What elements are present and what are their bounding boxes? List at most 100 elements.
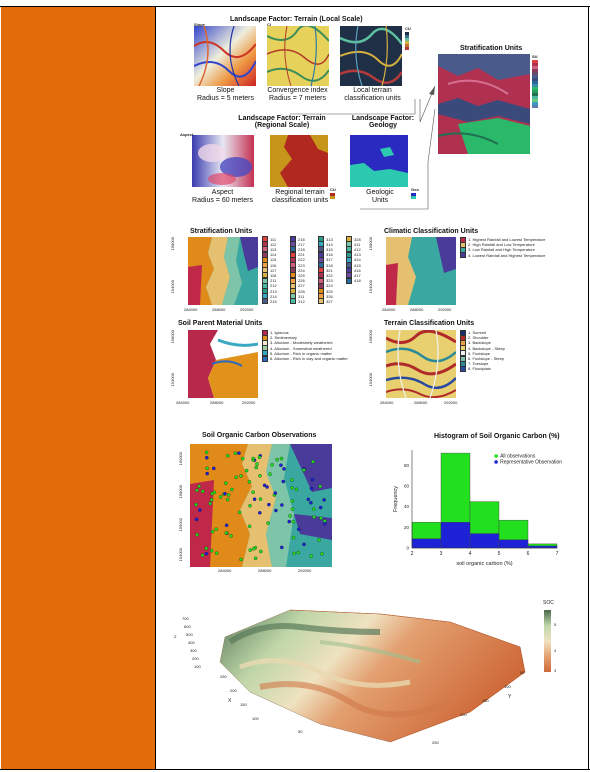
observation-point [209, 548, 214, 553]
y-tick-100: 100 [194, 664, 201, 669]
representative-observation-point [198, 508, 202, 512]
soc-x-tick-1: 284000 [218, 568, 232, 573]
representative-observation-point [309, 500, 313, 505]
observation-point [268, 472, 272, 476]
aspect-caption: Aspect Radius = 60 meters [192, 189, 253, 204]
observation-point [294, 487, 299, 492]
observation-point [312, 515, 316, 519]
title-stratification-units-1: Stratification Units [460, 45, 523, 52]
observation-point [317, 538, 321, 542]
soc-colorbar [544, 610, 551, 672]
cu-colorbar [405, 32, 409, 50]
strat-legend-item: 312 [290, 298, 305, 305]
observation-point [200, 489, 205, 494]
observation-point [248, 548, 252, 552]
histogram-bar-representative [440, 522, 471, 549]
left-color-bar [1, 7, 156, 769]
representative-observation-point [212, 466, 216, 471]
observation-point [302, 468, 306, 472]
representative-observation-point [279, 463, 283, 467]
title-stratification-units-2: Stratification Units [190, 228, 253, 235]
observation-point [291, 535, 296, 540]
soc-3d-surface [219, 609, 526, 743]
geology-caption: Geologic Units [366, 189, 394, 204]
representative-observation-point [280, 545, 284, 550]
soc-tick-5: 5 [554, 622, 557, 627]
parent-material-map [188, 330, 258, 398]
representative-observation-point [302, 542, 306, 547]
soc-tick-4: 4 [554, 648, 557, 653]
su-key-label: SU [532, 54, 538, 59]
observation-point [240, 456, 245, 461]
observation-point [247, 524, 252, 529]
observation-point [275, 457, 279, 462]
representative-observation-point [224, 523, 229, 528]
observation-point [248, 503, 252, 508]
representative-observation-point [281, 479, 286, 484]
histogram-y-tick: 40 [404, 504, 410, 509]
y-tick-400: 400 [188, 640, 195, 645]
histogram-bar-representative [469, 533, 500, 549]
representative-observation-point [237, 451, 241, 455]
figure-soc-observations: Soil Organic Carbon Observations 160000 … [170, 430, 585, 580]
histogram-y-tick: 20 [404, 525, 410, 530]
legend-label-all: All observations [500, 454, 536, 460]
observation-point [239, 557, 243, 562]
representative-observation-point [280, 503, 284, 507]
histogram-x-tick: 3 [440, 551, 443, 557]
y-tick-700: 700 [182, 616, 189, 621]
representative-observation-point [287, 519, 291, 524]
observation-point [218, 495, 223, 499]
observation-point [258, 497, 263, 501]
x-tick-50: 50 [298, 729, 303, 734]
z-tick-150: 150 [482, 698, 489, 703]
histogram-bar-representative [498, 539, 529, 549]
observation-point [195, 532, 199, 537]
observation-point [237, 510, 242, 515]
regional-terrain-caption: Regional terrain classification units [271, 189, 329, 204]
observation-point [212, 490, 217, 495]
histogram-x-tick: 5 [498, 551, 501, 557]
x-tick-250: 250 [220, 674, 227, 679]
figure-classification-units: Stratification Units 158000 154000 28400… [170, 225, 585, 420]
observation-point [257, 455, 262, 459]
x-tick-100: 100 [252, 716, 259, 721]
y-tick-500: 500 [186, 632, 193, 637]
terrain-legend: 1. Summit 2. Shoulder 3. Backslope 4. Ba… [460, 329, 505, 372]
z-tick-100: 100 [504, 684, 511, 689]
observation-point [259, 549, 263, 554]
su-colorbar [532, 60, 538, 108]
observation-point [234, 475, 238, 479]
strat-legend-item: 327 [318, 298, 333, 305]
z-tick-250: 250 [432, 740, 439, 745]
representative-observation-point [258, 511, 262, 515]
climate-x-tick-3: 292000 [438, 307, 452, 312]
convergence-map [267, 26, 329, 86]
observation-point [197, 484, 201, 488]
representative-observation-point [204, 551, 209, 556]
climatic-legend: 1. Highest Rainfall and Lowest Temperatu… [460, 236, 546, 259]
observation-point [230, 487, 234, 492]
page-top-border [0, 0, 590, 7]
parent-y-tick-1: 154000 [170, 373, 175, 387]
representative-observation-point [223, 491, 227, 496]
observation-point [210, 529, 215, 534]
legend-marker-representative [494, 460, 498, 464]
regional-terrain-units-map [270, 135, 328, 187]
observation-point [226, 493, 231, 497]
title-local-terrain: Landscape Factor: Terrain (Local Scale) [230, 16, 363, 23]
strat-y-tick-1: 154000 [170, 280, 175, 294]
title-geology: Landscape Factor: Geology [351, 115, 415, 129]
observation-point [244, 468, 249, 473]
histogram-x-tick: 4 [469, 551, 472, 557]
title-climatic-units: Climatic Classification Units [384, 228, 479, 235]
x-axis-label: X [228, 698, 232, 704]
observation-point [292, 551, 296, 556]
z-tick-200: 200 [460, 712, 467, 717]
title-parent-material-units: Soil Parent Material Units [178, 320, 263, 327]
strat-legend-item: 215 [262, 298, 277, 305]
observation-point [253, 556, 258, 561]
observation-point [296, 550, 301, 555]
terrain-x-tick-3: 292000 [444, 400, 458, 405]
legend-marker-all [494, 454, 498, 458]
